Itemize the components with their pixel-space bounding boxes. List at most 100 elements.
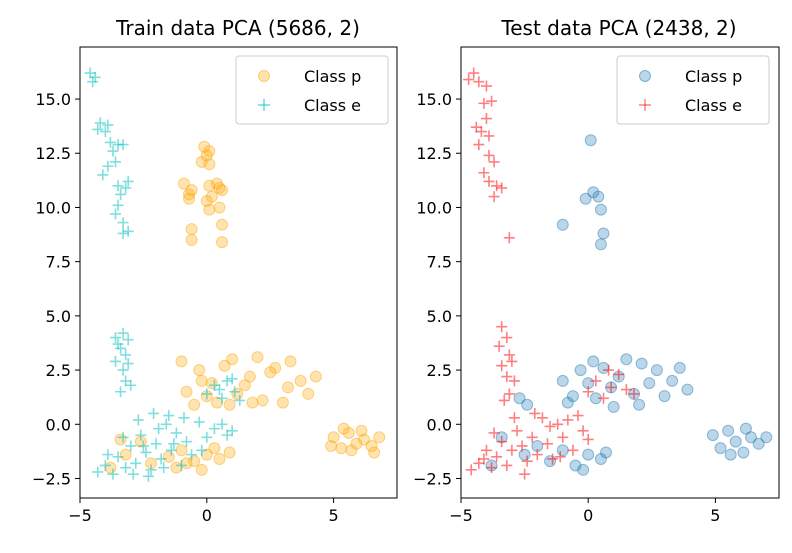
scatter-point (135, 429, 147, 441)
scatter-point (582, 448, 595, 461)
scatter-point (473, 76, 485, 88)
scatter-point (556, 218, 569, 231)
scatter-point (205, 377, 218, 390)
scatter-point (628, 388, 640, 400)
x-tick-label: 5 (329, 506, 339, 525)
scatter-point (483, 130, 495, 142)
scatter-point (358, 433, 371, 446)
scatter-point (201, 388, 213, 400)
scatter-point (561, 396, 574, 409)
scatter-point (666, 374, 679, 387)
scatter-point (104, 461, 117, 474)
x-tick-label: 5 (710, 506, 720, 525)
scatter-point (518, 448, 531, 461)
scatter-point (216, 218, 229, 231)
scatter-point (582, 386, 594, 398)
scatter-point (342, 426, 355, 439)
scatter-point (463, 74, 475, 86)
scatter-point (729, 435, 742, 448)
scatter-point (203, 145, 216, 158)
scatter-point (737, 446, 750, 459)
scatter-point (590, 375, 602, 387)
scatter-point (355, 424, 368, 437)
scatter-point (496, 436, 508, 448)
scatter-point (566, 390, 579, 403)
scatter-point (238, 379, 251, 392)
scatter-point (556, 374, 569, 387)
y-tick-label: 15.0 (35, 90, 71, 109)
scatter-point (607, 400, 620, 413)
y-tick-label: 12.5 (35, 144, 71, 163)
legend-label-class-e: Class e (685, 96, 742, 115)
scatter-point (478, 97, 490, 109)
scatter-point (117, 217, 129, 229)
scatter-point (122, 175, 134, 187)
scatter-point (760, 431, 773, 444)
scatter-point (294, 374, 307, 387)
scatter-point (195, 374, 208, 387)
scatter-point (562, 414, 574, 426)
scatter-point (508, 375, 520, 387)
scatter-point (594, 238, 607, 251)
scatter-point (203, 203, 216, 216)
scatter-point (635, 357, 648, 370)
scatter-point (302, 387, 315, 400)
scatter-point (119, 448, 132, 461)
scatter-point (114, 433, 127, 446)
scatter-point (594, 203, 607, 216)
scatter-point (234, 394, 246, 406)
scatter-point (486, 95, 498, 107)
scatter-point (216, 184, 229, 197)
scatter-point (511, 425, 523, 437)
x-tick-label: 0 (202, 506, 212, 525)
scatter-point (92, 123, 104, 135)
legend-marker-class-e (639, 99, 651, 111)
scatter-point (97, 169, 109, 181)
scatter-point (480, 113, 492, 125)
y-tick-label: 0.0 (427, 415, 452, 434)
scatter-point (200, 149, 213, 162)
scatter-point (175, 355, 188, 368)
scatter-point (213, 181, 226, 194)
scatter-point (203, 158, 216, 171)
legend-frame (616, 55, 770, 125)
scatter-point (180, 457, 193, 470)
scatter-point (643, 377, 656, 390)
scatter-point (582, 433, 594, 445)
scatter-point (521, 398, 534, 411)
scatter-point (231, 387, 244, 400)
y-tick-label: 7.5 (427, 253, 452, 272)
scatter-point (132, 414, 144, 426)
scatter-point (350, 437, 363, 450)
plot-area: −5 0 5 −2.5 0.0 2.5 5.0 7.5 10.0 12.5 15.0 (32, 46, 398, 525)
scatter-point (94, 117, 106, 129)
scatter-point (501, 459, 513, 471)
scatter-point (150, 438, 162, 450)
scatter-point (117, 327, 129, 339)
scatter-point (223, 398, 236, 411)
scatter-point (163, 410, 175, 422)
scatter-point (496, 360, 508, 372)
scatter-point (465, 464, 477, 476)
scatter-point (148, 407, 160, 419)
scatter-point (603, 364, 615, 376)
scatter-point (516, 440, 528, 452)
scatter-point (503, 232, 515, 244)
scatter-point (175, 444, 188, 457)
scatter-point (185, 184, 198, 197)
scatter-point (491, 180, 503, 192)
scatter-point (368, 446, 381, 459)
scatter-point (633, 398, 646, 411)
scatter-point (140, 446, 152, 458)
axes-frame (79, 46, 398, 499)
scatter-point (195, 155, 208, 168)
scatter-point (488, 427, 500, 439)
x-tick-label: −5 (68, 506, 92, 525)
scatter-point (480, 80, 492, 92)
scatter-point (480, 444, 492, 456)
scatter-point (496, 182, 508, 194)
scatter-point (107, 145, 119, 157)
scatter-point (557, 431, 569, 443)
scatter-point (592, 190, 605, 203)
